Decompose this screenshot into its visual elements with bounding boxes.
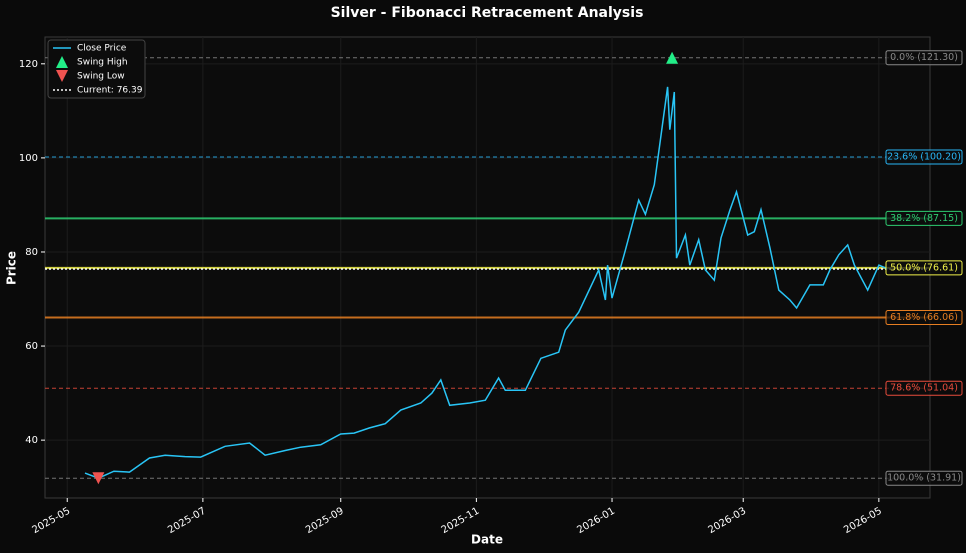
fib-label-box — [885, 210, 963, 226]
chart-title: Silver - Fibonacci Retracement Analysis — [331, 5, 644, 21]
fib-label: 100.0% (31.91) — [887, 473, 961, 484]
y-tick-label: 100 — [19, 153, 38, 164]
swing-high-marker — [666, 51, 679, 64]
legend-label: Current: 76.39 — [77, 86, 143, 96]
fib-label-box — [885, 310, 963, 326]
fib-label-box — [885, 380, 963, 396]
fib-label: 50.0% (76.61) — [890, 262, 958, 273]
fib-label: 38.2% (87.15) — [890, 213, 958, 224]
legend-swatch — [56, 70, 68, 82]
fib-label-box — [885, 149, 963, 165]
x-axis-label: Date — [471, 533, 503, 547]
fib-label: 0.0% (121.30) — [890, 52, 958, 63]
fib-label: 61.8% (66.06) — [890, 312, 958, 323]
y-tick-label: 80 — [25, 247, 38, 258]
price-line — [84, 86, 889, 480]
fib-label-box — [885, 50, 963, 66]
legend-label: Close Price — [77, 44, 127, 54]
y-axis-label: Price — [5, 251, 19, 285]
fib-label-box — [885, 470, 963, 486]
legend-label: Swing Low — [77, 72, 125, 82]
y-tick-label: 40 — [25, 435, 38, 446]
y-tick-label: 120 — [19, 59, 38, 70]
y-tick-label: 60 — [25, 341, 38, 352]
legend-box — [47, 39, 146, 99]
fib-label: 23.6% (100.20) — [887, 151, 961, 162]
legend-label: Swing High — [77, 58, 128, 68]
swing-low-marker — [92, 472, 105, 485]
fib-label-box — [885, 260, 963, 276]
legend-swatch — [56, 56, 68, 68]
fib-label: 78.6% (51.04) — [890, 383, 958, 394]
